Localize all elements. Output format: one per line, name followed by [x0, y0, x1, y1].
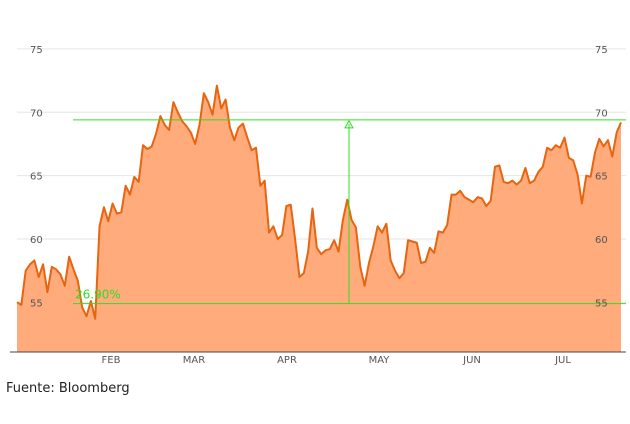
percent-change-label: 26.90% — [75, 288, 121, 302]
x-tick-apr: APR — [277, 355, 297, 366]
stock-chart: 26.90% 55 60 65 70 75 55 60 65 70 75 FEB MAR APR MA… — [10, 45, 626, 366]
source-note: Fuente: Bloomberg — [6, 381, 130, 396]
x-axis-labels: FEB MAR APR MAY JUN JUL — [102, 355, 572, 366]
y-tick-right-65: 65 — [595, 172, 608, 183]
x-tick-feb: FEB — [102, 355, 121, 366]
x-tick-mar: MAR — [183, 355, 205, 366]
x-tick-jul: JUL — [554, 355, 571, 366]
range-arrow-head — [344, 119, 354, 129]
y-tick-left-60: 60 — [30, 235, 43, 246]
y-tick-right-60: 60 — [595, 235, 608, 246]
y-axis-left-labels: 55 60 65 70 75 — [30, 45, 43, 309]
y-tick-right-55: 55 — [595, 298, 608, 309]
y-tick-right-70: 70 — [595, 108, 608, 119]
x-tick-may: MAY — [369, 355, 391, 366]
y-tick-left-65: 65 — [30, 172, 43, 183]
price-line — [16, 84, 622, 320]
price-area-fill — [17, 85, 621, 352]
x-tick-jun: JUN — [462, 355, 481, 366]
y-tick-left-55: 55 — [30, 298, 43, 309]
y-tick-left-75: 75 — [30, 45, 43, 56]
y-axis-right-labels: 55 60 65 70 75 — [595, 45, 608, 309]
y-tick-left-70: 70 — [30, 108, 43, 119]
range-annotation: 26.90% — [73, 119, 626, 305]
y-tick-right-75: 75 — [595, 45, 608, 56]
